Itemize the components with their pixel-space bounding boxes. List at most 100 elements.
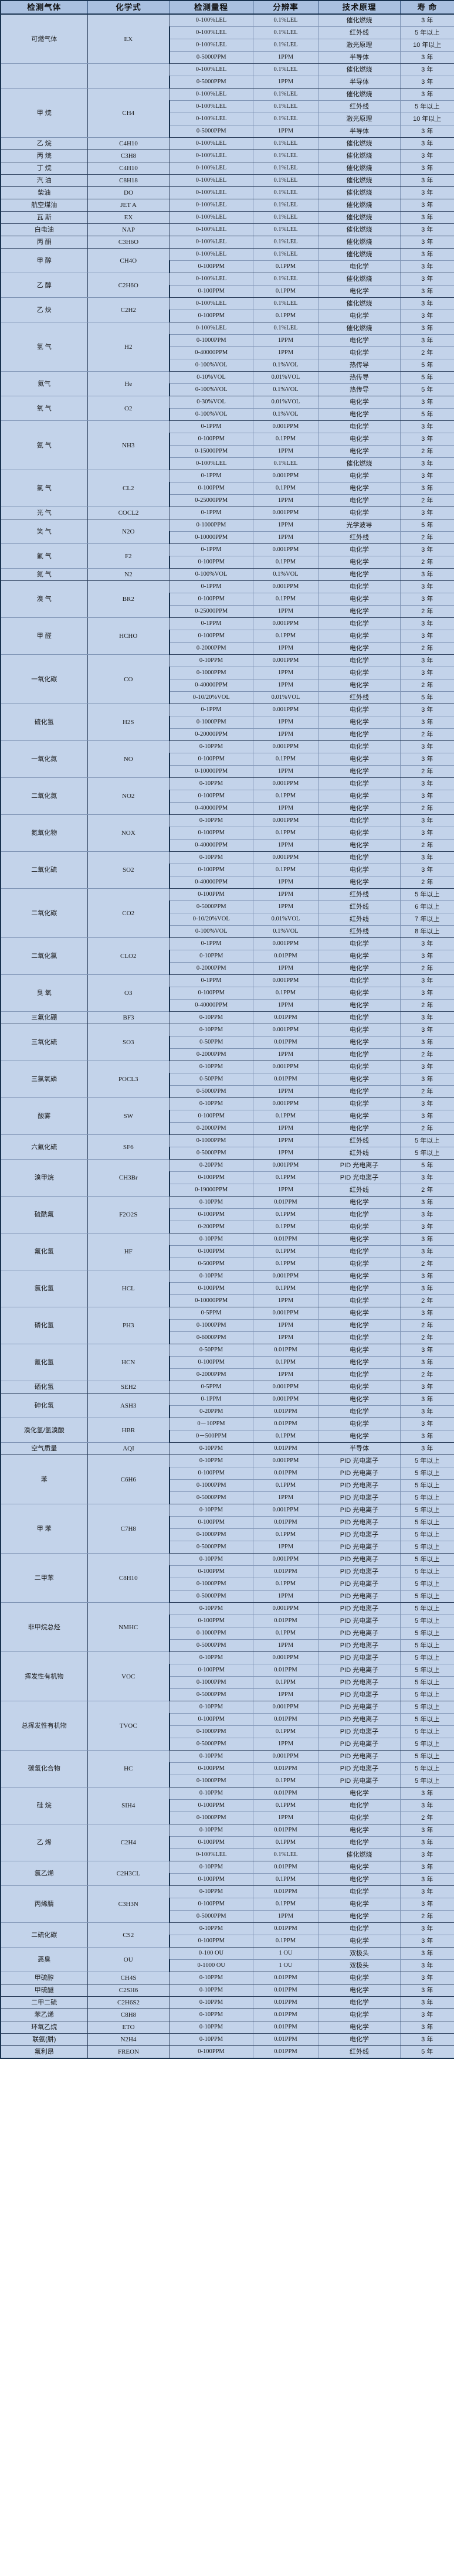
- cell-detection-range: 0-100%LEL: [169, 248, 253, 261]
- table-row: 0-1000PPM 0.1PPM PID 光电离子 5 年以上: [1, 1676, 454, 1689]
- cell-detection-range: 0-100%LEL: [169, 39, 253, 52]
- table-row: 0-100%VOL 0.1%VOL 电化学 5 年: [1, 408, 454, 421]
- cell-lifetime: 5 年以上: [399, 1553, 454, 1566]
- cell-chemical-formula: HCN: [87, 1344, 170, 1381]
- cell-lifetime: 2 年: [399, 1294, 454, 1307]
- cell-detection-range: 0-1000PPM: [169, 519, 253, 532]
- cell-detection-range: 0-100PPM: [169, 1713, 253, 1726]
- cell-detection-range: 0-100PPM: [169, 1873, 253, 1886]
- table-row: 0-10/20%VOL 0.01%VOL 红外线 5 年: [1, 691, 454, 704]
- cell-detection-range: 0-100%VOL: [169, 568, 253, 581]
- cell-technology: 电化学: [318, 1418, 401, 1430]
- cell-technology: PID 光电离子: [318, 1590, 401, 1603]
- table-row: 氟化氢 HF 0-10PPM 0.01PPM 电化学 3 年: [0, 1233, 454, 1270]
- cell-lifetime: 5 年以上: [399, 1578, 454, 1591]
- cell-chemical-formula: CL2: [87, 470, 170, 507]
- cell-chemical-formula: NO: [87, 740, 170, 778]
- cell-resolution: 0.01PPM: [252, 1011, 319, 1024]
- cell-detection-range: 0-100%LEL: [169, 223, 253, 236]
- cell-detection-range: 0-10PPM: [169, 1454, 253, 1467]
- cell-lifetime: 5 年以上: [399, 1147, 454, 1160]
- cell-detection-range: 0-100PPM: [169, 1282, 253, 1295]
- cell-detection-range: 0-10PPM: [169, 1233, 253, 1246]
- table-row: 0-25000PPM 1PPM 电化学 2 年: [1, 605, 454, 618]
- cell-lifetime: 2 年: [399, 1812, 454, 1824]
- cell-detection-range: 0-30%VOL: [169, 396, 253, 409]
- cell-lifetime: 3 年: [399, 223, 454, 236]
- cell-resolution: 1 OU: [252, 1959, 319, 1972]
- cell-technology: 电化学: [318, 1319, 401, 1332]
- table-body: 可燃气体 EX 0-100%LEL 0.1%LEL 催化燃烧 3 年 0-100%LEL 0.…: [0, 13, 454, 2059]
- cell-gas-name: 硫酰氟: [0, 1196, 88, 1233]
- cell-gas-name: 苯乙烯: [0, 2009, 88, 2021]
- cell-lifetime: 3 年: [399, 1959, 454, 1972]
- cell-lifetime: 3 年: [399, 1799, 454, 1812]
- cell-resolution: 1PPM: [252, 346, 319, 359]
- cell-technology: 电化学: [318, 851, 401, 864]
- cell-resolution: 1PPM: [252, 1590, 319, 1603]
- cell-detection-range: 0-100%VOL: [169, 408, 253, 421]
- cell-resolution: 0.01PPM: [252, 1996, 319, 2009]
- cell-resolution: 0.001PPM: [252, 1024, 319, 1036]
- cell-resolution: 0.01PPM: [252, 1615, 319, 1627]
- table-row: 0-500PPM 0.1PPM 电化学 2 年: [1, 1258, 454, 1270]
- cell-resolution: 0.01PPM: [252, 2045, 319, 2059]
- table-row: 0-100PPM 0.1PPM 电化学 3 年: [1, 1282, 454, 1295]
- cell-technology: 催化燃烧: [318, 248, 401, 261]
- cell-chemical-formula: C2H6O: [87, 273, 170, 298]
- cell-technology: 电化学: [318, 999, 401, 1012]
- cell-chemical-formula: C2H4: [87, 1824, 170, 1861]
- cell-gas-name: 瓦 斯: [0, 211, 88, 224]
- cell-resolution: 0.1PPM: [252, 1578, 319, 1591]
- cell-lifetime: 3 年: [399, 1024, 454, 1036]
- cell-detection-range: 0-50PPM: [169, 1036, 253, 1049]
- cell-technology: 催化燃烧: [318, 137, 401, 150]
- cell-technology: 电化学: [318, 1381, 401, 1394]
- table-row: 0-100PPM 0.1PPM 电化学 3 年: [1, 1245, 454, 1258]
- cell-lifetime: 10 年以上: [399, 39, 454, 52]
- cell-technology: 催化燃烧: [318, 174, 401, 187]
- table-header: 检测气体 化学式 检测量程 分辨率 技术原理 寿 命: [0, 0, 454, 15]
- cell-technology: 电化学: [318, 1036, 401, 1049]
- cell-technology: 电化学: [318, 1861, 401, 1874]
- cell-technology: 催化燃烧: [318, 88, 401, 101]
- cell-resolution: 0.01PPM: [252, 1073, 319, 1086]
- cell-resolution: 1PPM: [252, 1368, 319, 1381]
- table-row: 三氧化硫 SO3 0-10PPM 0.001PPM 电化学 3 年: [0, 1024, 454, 1061]
- cell-technology: 电化学: [318, 617, 401, 630]
- cell-lifetime: 2 年: [399, 346, 454, 359]
- cell-chemical-formula: CLO2: [87, 937, 170, 975]
- cell-lifetime: 3 年: [399, 667, 454, 679]
- table-row: 乙 醇 C2H6O 0-100%LEL 0.1%LEL 催化燃烧 3 年: [0, 273, 454, 298]
- cell-resolution: 1PPM: [252, 999, 319, 1012]
- cell-lifetime: 5 年以上: [399, 1738, 454, 1751]
- cell-detection-range: 0-10PPM: [169, 1442, 253, 1455]
- table-row: 0-10000PPM 1PPM 红外线 2 年: [1, 531, 454, 544]
- cell-technology: 电化学: [318, 1910, 401, 1923]
- cell-resolution: 0.001PPM: [252, 1270, 319, 1283]
- cell-detection-range: 0-19000PPM: [169, 1184, 253, 1197]
- cell-lifetime: 2 年: [399, 1184, 454, 1197]
- cell-technology: 电化学: [318, 2009, 401, 2021]
- cell-lifetime: 3 年: [399, 125, 454, 138]
- cell-detection-range: 0-10PPM: [169, 1097, 253, 1110]
- cell-lifetime: 2 年: [399, 999, 454, 1012]
- cell-detection-range: 0-10PPM: [169, 1787, 253, 1800]
- cell-resolution: 0.1%LEL: [252, 297, 319, 310]
- table-row: 乙 烯 C2H4 0-10PPM 0.01PPM 电化学 3 年: [0, 1824, 454, 1861]
- cell-resolution: 0.01PPM: [252, 2033, 319, 2046]
- cell-chemical-formula: BR2: [87, 580, 170, 618]
- table-row: 0-100PPM 0.1PPM 电化学 3 年: [1, 1356, 454, 1369]
- cell-technology: 双极头: [318, 1947, 401, 1960]
- cell-detection-range: 0-10PPM: [169, 1922, 253, 1935]
- cell-technology: 电化学: [318, 962, 401, 975]
- table-row: 0-100PPM 0.1PPM 电化学 3 年: [1, 1799, 454, 1812]
- cell-detection-range: 0-10PPM: [169, 950, 253, 963]
- cell-detection-range: 0-1PPM: [169, 1393, 253, 1406]
- cell-technology: 电化学: [318, 556, 401, 569]
- cell-resolution: 0.1%LEL: [252, 39, 319, 52]
- cell-technology: 红外线: [318, 1134, 401, 1147]
- table-row: 0-6000PPM 1PPM 电化学 2 年: [1, 1331, 454, 1344]
- cell-gas-name: 苯: [0, 1454, 88, 1504]
- cell-detection-range: 0-1PPM: [169, 507, 253, 519]
